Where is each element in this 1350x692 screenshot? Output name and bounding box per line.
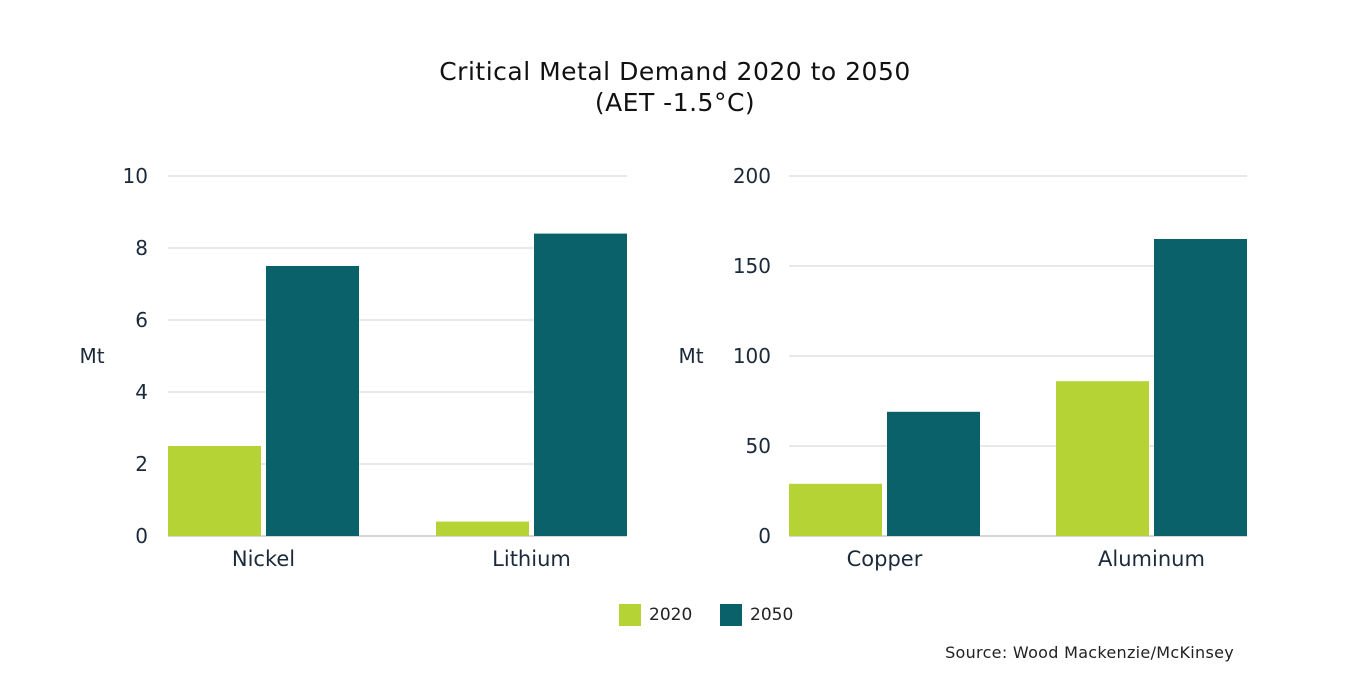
y-tick-label: 0 [758,524,771,548]
y-tick-label: 50 [746,434,771,458]
bar-nickel-2050 [266,266,359,536]
chart-panel-2: 0 50 100 150 200 Mt Copper Aluminum [678,164,1247,571]
chart-subtitle: (AET -1.5°C) [594,88,756,117]
y-tick-label: 150 [733,254,771,278]
chart-panel-1: 0 2 4 6 8 10 Mt Nickel Lithium [79,164,627,571]
legend-item-2020: 2020 [619,604,692,626]
y-tick-label: 2 [135,452,148,476]
y-tick-label: 100 [733,344,771,368]
bar-copper-2020 [789,483,882,536]
bar-copper-2050 [887,411,980,536]
bar-aluminum-2050 [1154,239,1247,536]
y-tick-label: 10 [123,164,148,188]
y-tick-label: 200 [733,164,771,188]
bar-lithium-2020 [436,521,529,536]
y-axis-label: Mt [678,344,703,368]
y-tick-label: 6 [135,308,148,332]
legend-item-2050: 2050 [720,604,793,626]
y-tick-label: 0 [135,524,148,548]
x-tick-label: Nickel [232,547,295,571]
legend-swatch-2050 [720,604,742,626]
x-tick-label: Aluminum [1098,547,1205,571]
x-tick-label: Lithium [492,547,571,571]
source-note: Source: Wood Mackenzie/McKinsey [945,643,1234,662]
legend: 2020 2050 [0,604,1350,628]
legend-swatch-2020 [619,604,641,626]
x-tick-label: Copper [847,547,923,571]
legend-label-2050: 2050 [750,605,794,625]
bar-aluminum-2020 [1056,381,1149,536]
y-tick-label: 4 [135,380,148,404]
bar-lithium-2050 [534,233,627,536]
y-tick-label: 8 [135,236,148,260]
y-axis-label: Mt [79,344,104,368]
chart-title: Critical Metal Demand 2020 to 2050 [439,57,911,86]
legend-label-2020: 2020 [649,605,693,625]
bar-nickel-2020 [168,446,261,536]
